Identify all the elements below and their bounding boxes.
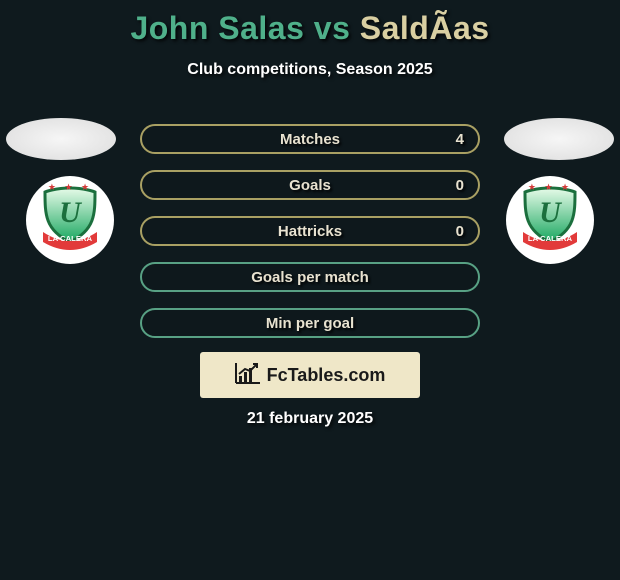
stat-label: Min per goal [266, 315, 354, 332]
watermark-chart-icon [235, 362, 261, 389]
stat-value-right: 0 [456, 223, 464, 240]
svg-text:LA CALERA: LA CALERA [528, 234, 573, 243]
player1-club-badge: ★ ★ ★ U LA CALERA [20, 176, 120, 264]
date: 21 february 2025 [0, 410, 620, 428]
title-player2: SaldÃ­as [360, 10, 490, 46]
svg-text:U: U [59, 196, 82, 229]
title-player1: John Salas [130, 10, 304, 46]
stat-value-right: 4 [456, 131, 464, 148]
watermark: FcTables.com [200, 352, 420, 398]
player2-portrait-placeholder [504, 118, 614, 160]
stat-row: Matches 4 [140, 124, 480, 154]
stat-row: Goals per match [140, 262, 480, 292]
player2-club-badge: ★ ★ ★ U LA CALERA [500, 176, 600, 264]
stat-row: Min per goal [140, 308, 480, 338]
infographic-root: John Salas vs SaldÃ­as Club competitions… [0, 0, 620, 580]
stat-label: Matches [280, 131, 340, 148]
watermark-text: FcTables.com [267, 365, 386, 386]
stat-label: Goals [289, 177, 331, 194]
stats-block: Matches 4 Goals 0 Hattricks 0 Goals per match M… [140, 124, 480, 354]
title: John Salas vs SaldÃ­as [0, 0, 620, 47]
stat-label: Goals per match [251, 269, 369, 286]
stat-row: Hattricks 0 [140, 216, 480, 246]
svg-text:LA CALERA: LA CALERA [48, 234, 93, 243]
stat-label: Hattricks [278, 223, 342, 240]
stat-row: Goals 0 [140, 170, 480, 200]
title-vs: vs [314, 10, 351, 46]
player1-portrait-placeholder [6, 118, 116, 160]
svg-text:U: U [539, 196, 562, 229]
stat-value-right: 0 [456, 177, 464, 194]
subtitle: Club competitions, Season 2025 [0, 61, 620, 79]
